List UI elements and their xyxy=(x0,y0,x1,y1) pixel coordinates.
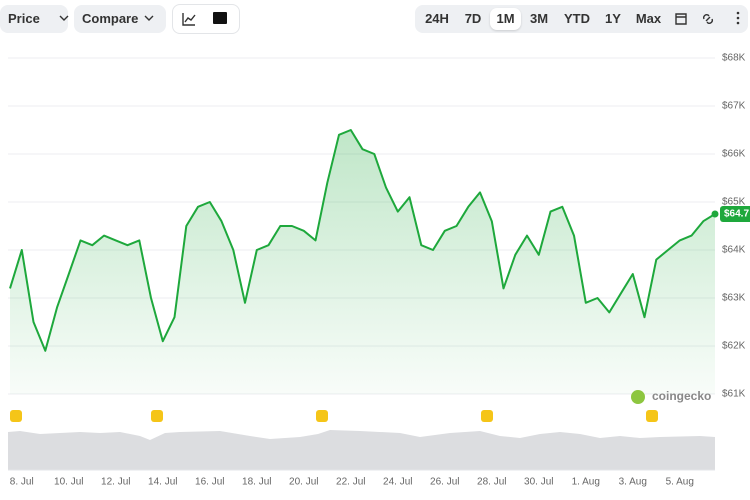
x-tick-label: 10. Jul xyxy=(54,477,83,488)
link-icon[interactable] xyxy=(703,14,713,24)
current-price-label: $64.7 xyxy=(724,209,749,220)
range-group xyxy=(415,5,748,33)
y-tick-label: $66K xyxy=(722,149,746,160)
event-marker[interactable] xyxy=(10,410,22,422)
volume-band xyxy=(8,430,715,470)
x-tick-label: 8. Jul xyxy=(10,477,34,488)
x-tick-label: 24. Jul xyxy=(383,477,412,488)
y-tick-label: $63K xyxy=(722,293,746,304)
event-marker[interactable] xyxy=(151,410,163,422)
price-button[interactable] xyxy=(0,5,68,33)
watermark-logo xyxy=(631,390,645,404)
range-button[interactable]: 1Y xyxy=(605,11,621,26)
x-tick-label: 30. Jul xyxy=(524,477,553,488)
range-button[interactable]: 3M xyxy=(529,11,549,26)
x-tick-label: 18. Jul xyxy=(242,477,271,488)
y-tick-label: $64K xyxy=(722,245,746,256)
x-tick-label: 5. Aug xyxy=(666,477,694,488)
calendar-icon[interactable] xyxy=(675,13,687,25)
price-line xyxy=(9,129,716,352)
y-tick-label: $68K xyxy=(722,53,746,64)
range-button[interactable]: 1M xyxy=(490,8,521,30)
toolbar-icons xyxy=(59,13,713,26)
event-marker[interactable] xyxy=(316,410,328,422)
tradingview-icon[interactable] xyxy=(213,12,227,24)
range-button[interactable]: Max xyxy=(635,11,662,26)
y-tick-label: $61K xyxy=(722,389,746,400)
more-icon[interactable] xyxy=(736,11,740,25)
last-price-dot xyxy=(711,210,719,218)
toolbar-button-label[interactable]: Price xyxy=(8,11,40,26)
x-tick-label: 14. Jul xyxy=(148,477,177,488)
toolbar-button-label[interactable]: Compare xyxy=(82,11,139,26)
y-tick-label: $67K xyxy=(722,101,746,112)
x-tick-label: 20. Jul xyxy=(289,477,318,488)
x-tick-label: 16. Jul xyxy=(195,477,224,488)
dropdown-caret xyxy=(144,15,154,21)
y-tick-label: $62K xyxy=(722,341,746,352)
watermark: coingecko xyxy=(652,389,711,403)
range-button[interactable]: 7D xyxy=(464,11,482,26)
range-button[interactable]: YTD xyxy=(564,11,590,26)
range-button[interactable]: 24H xyxy=(425,11,449,26)
event-marker[interactable] xyxy=(646,410,658,422)
x-tick-label: 22. Jul xyxy=(336,477,365,488)
event-marker[interactable] xyxy=(481,410,493,422)
area xyxy=(10,130,715,394)
x-tick-label: 1. Aug xyxy=(572,477,600,488)
price-badge xyxy=(720,206,750,222)
event-markers xyxy=(10,410,658,422)
x-tick-label: 28. Jul xyxy=(477,477,506,488)
dropdown-caret xyxy=(59,15,69,21)
x-tick-label: 3. Aug xyxy=(619,477,647,488)
y-tick-label: $65K xyxy=(722,197,746,208)
x-tick-label: 12. Jul xyxy=(101,477,130,488)
x-tick-label: 26. Jul xyxy=(430,477,459,488)
line-chart-icon[interactable] xyxy=(182,13,196,26)
